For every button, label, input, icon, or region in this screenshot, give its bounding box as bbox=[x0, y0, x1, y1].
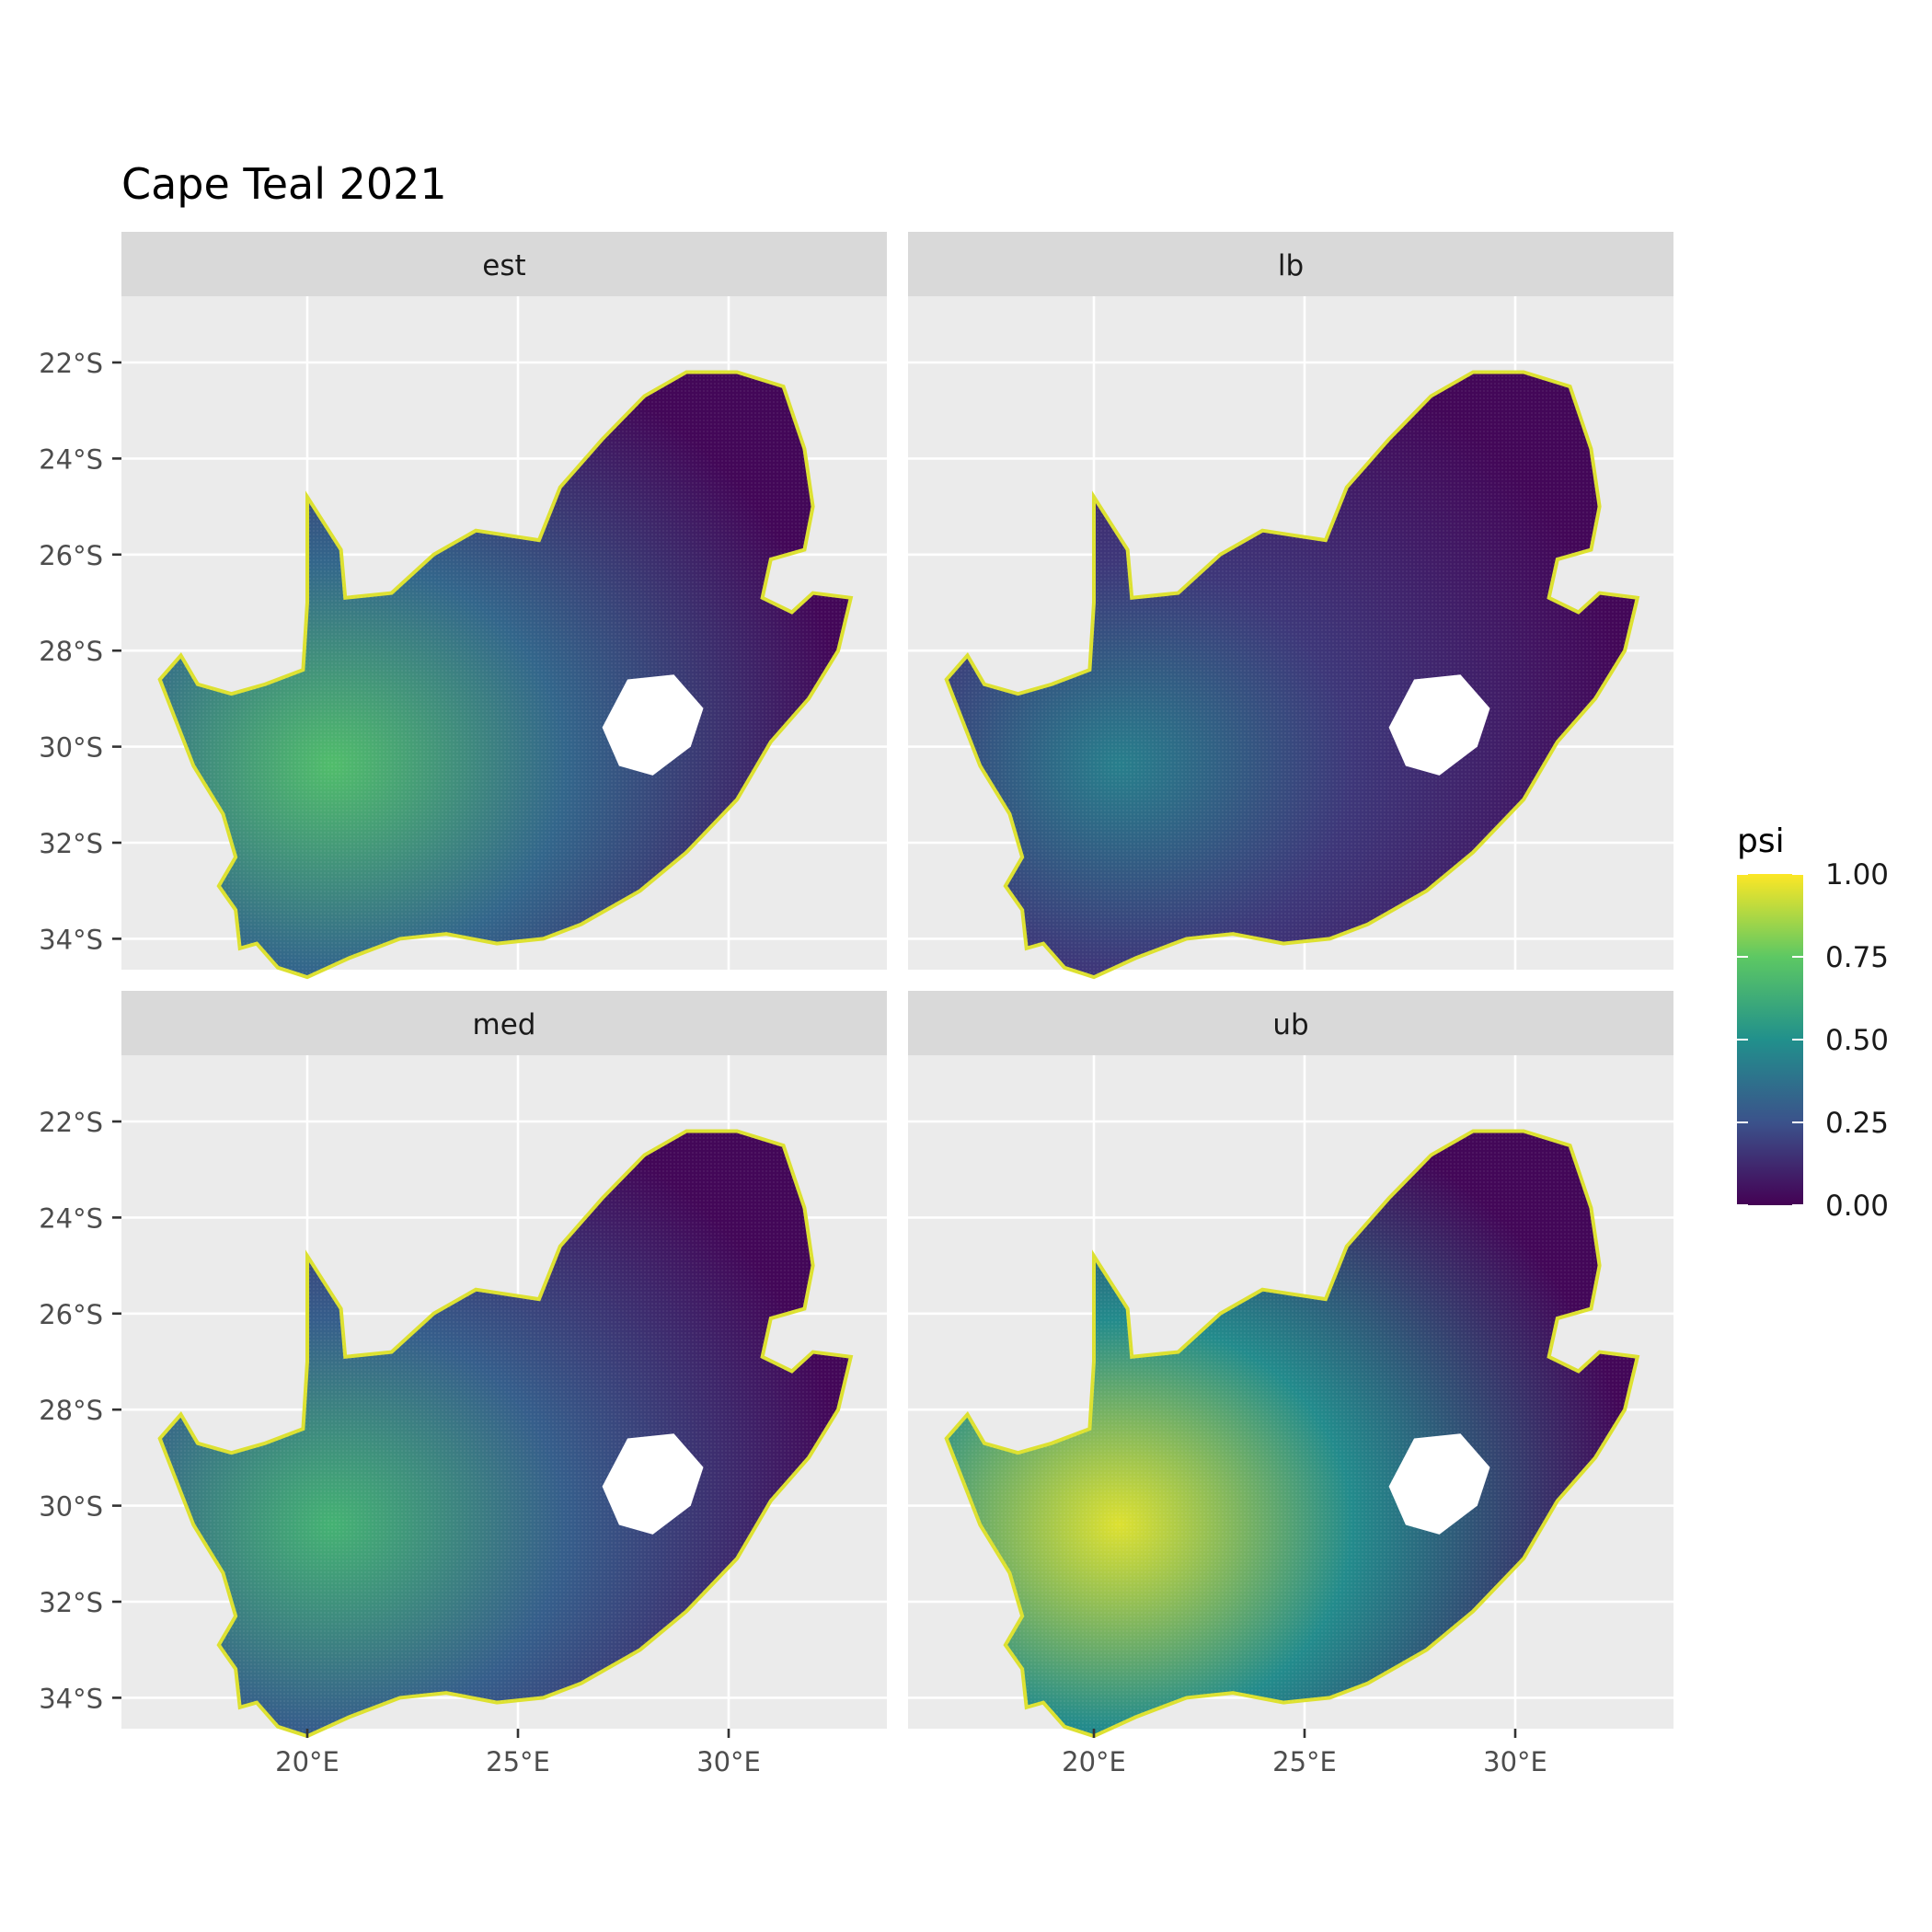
y-tick-label: 26°S bbox=[39, 1299, 103, 1330]
y-axis-top: 22°S 24°S 26°S 28°S 30°S 32°S 34°S bbox=[39, 348, 121, 955]
legend: psi 1.00 0.75 0.50 0.25 0.00 bbox=[1737, 822, 1889, 1223]
facet-panel-med: med bbox=[121, 991, 887, 1739]
y-tick-label: 34°S bbox=[39, 924, 103, 955]
y-axis-bottom: 22°S 24°S 26°S 28°S 30°S 32°S 34°S bbox=[39, 1107, 121, 1714]
plot-title: Cape Teal 2021 bbox=[121, 159, 447, 209]
x-axis-left: 20°E 25°E 30°E bbox=[275, 1729, 761, 1777]
facet-label: est bbox=[482, 249, 525, 282]
raster-texture bbox=[159, 1131, 851, 1737]
facet-strip bbox=[121, 232, 887, 296]
y-tick-label: 30°S bbox=[39, 732, 103, 764]
legend-break-label: 0.25 bbox=[1825, 1107, 1889, 1140]
raster-texture bbox=[946, 372, 1638, 978]
x-tick-label: 25°E bbox=[486, 1746, 550, 1777]
y-tick-label: 24°S bbox=[39, 443, 103, 475]
facet-label: med bbox=[473, 1008, 536, 1041]
facet-strip bbox=[121, 991, 887, 1055]
lesotho-hole bbox=[602, 1433, 704, 1535]
x-tick-label: 25°E bbox=[1272, 1746, 1337, 1777]
legend-break-label: 0.00 bbox=[1825, 1190, 1889, 1223]
legend-break-label: 0.50 bbox=[1825, 1024, 1889, 1057]
x-tick-label: 30°E bbox=[1483, 1746, 1547, 1777]
y-tick-label: 26°S bbox=[39, 540, 103, 571]
x-axis-right: 20°E 25°E 30°E bbox=[1062, 1729, 1547, 1777]
lesotho-hole bbox=[1388, 1433, 1490, 1535]
y-tick-label: 28°S bbox=[39, 1395, 103, 1426]
x-tick-label: 20°E bbox=[275, 1746, 339, 1777]
legend-title: psi bbox=[1737, 822, 1785, 860]
x-tick-label: 30°E bbox=[696, 1746, 761, 1777]
y-tick-label: 30°S bbox=[39, 1491, 103, 1523]
lesotho-hole bbox=[1388, 674, 1490, 776]
legend-break-label: 1.00 bbox=[1825, 858, 1889, 891]
y-tick-label: 24°S bbox=[39, 1202, 103, 1234]
y-tick-label: 28°S bbox=[39, 636, 103, 667]
raster-texture bbox=[159, 372, 851, 978]
legend-break-label: 0.75 bbox=[1825, 941, 1889, 974]
y-tick-label: 22°S bbox=[39, 348, 103, 379]
y-tick-label: 32°S bbox=[39, 828, 103, 859]
facet-panel-est: est bbox=[121, 232, 887, 980]
raster-texture bbox=[946, 1131, 1638, 1737]
y-tick-label: 34°S bbox=[39, 1683, 103, 1714]
facet-label: lb bbox=[1278, 249, 1304, 282]
facet-strip bbox=[908, 991, 1673, 1055]
lesotho-hole bbox=[602, 674, 704, 776]
facet-label: ub bbox=[1272, 1008, 1308, 1041]
facet-panel-lb: lb bbox=[908, 232, 1673, 980]
y-tick-label: 22°S bbox=[39, 1107, 103, 1138]
facet-strip bbox=[908, 232, 1673, 296]
y-tick-label: 32°S bbox=[39, 1587, 103, 1618]
x-tick-label: 20°E bbox=[1062, 1746, 1126, 1777]
facet-panel-ub: ub bbox=[908, 991, 1673, 1739]
